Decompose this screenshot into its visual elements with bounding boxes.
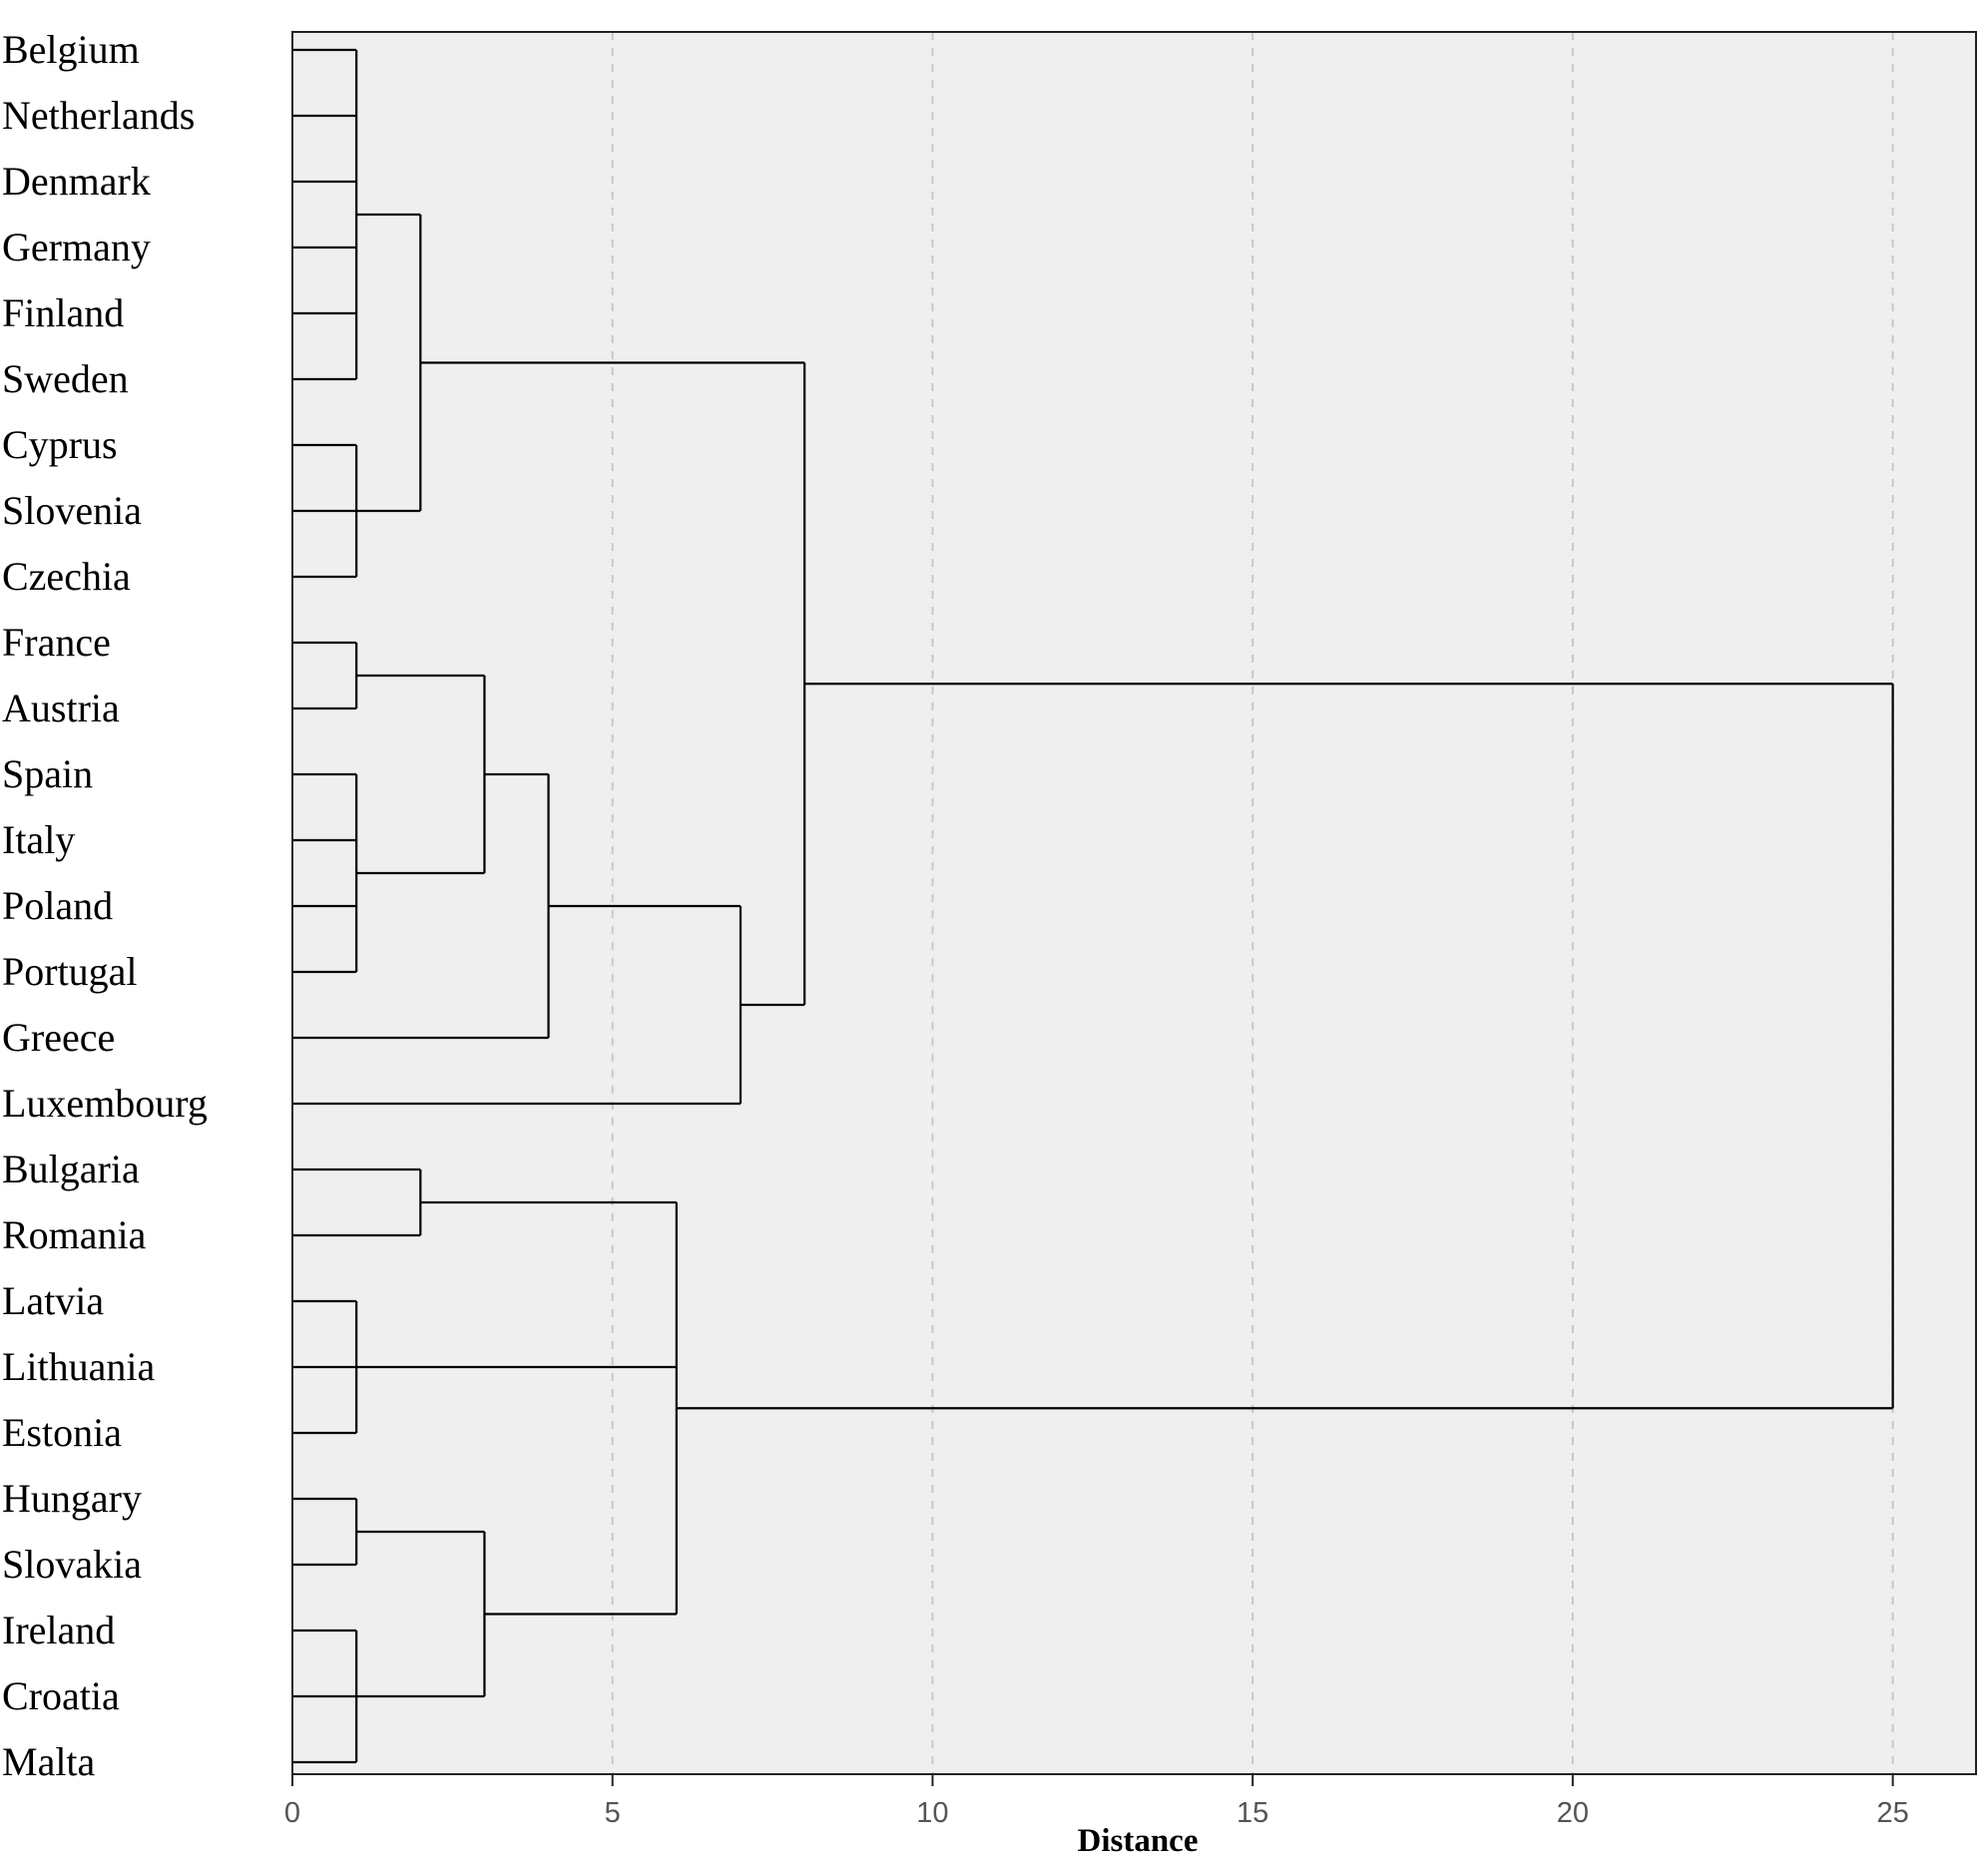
leaf-label: Finland — [2, 290, 124, 335]
leaf-label: Slovenia — [2, 488, 142, 533]
x-tick-label: 25 — [1876, 1797, 1908, 1829]
leaf-label: Austria — [2, 686, 120, 730]
leaf-label: Hungary — [2, 1476, 142, 1521]
x-tick-label: 20 — [1557, 1797, 1589, 1829]
dendrogram-links — [292, 48, 1894, 1764]
leaf-label: Sweden — [2, 356, 129, 401]
leaf-label: Cyprus — [2, 422, 118, 467]
leaf-label: Malta — [2, 1739, 96, 1784]
leaf-label: Croatia — [2, 1673, 120, 1718]
leaf-label: Netherlands — [2, 93, 195, 138]
leaf-label: Ireland — [2, 1608, 115, 1652]
leaf-label: Greece — [2, 1015, 115, 1060]
gridlines — [611, 32, 1894, 1774]
leaf-label: Latvia — [2, 1278, 104, 1323]
leaf-label: Portugal — [2, 949, 138, 994]
leaf-label: France — [2, 620, 111, 665]
leaf-label: Spain — [2, 751, 93, 796]
x-axis: 0 5 10 15 20 25 — [284, 1774, 1909, 1829]
leaf-label: Denmark — [2, 159, 151, 204]
leaf-labels: Belgium Netherlands Denmark Germany Finland S… — [2, 27, 208, 1784]
leaf-label: Romania — [2, 1212, 147, 1257]
x-tick-label: 15 — [1237, 1797, 1268, 1829]
x-axis-title: Distance — [1078, 1823, 1199, 1859]
leaf-label: Estonia — [2, 1410, 122, 1455]
leaf-label: Bulgaria — [2, 1147, 140, 1191]
leaf-label: Lithuania — [2, 1344, 156, 1389]
plot-border — [291, 31, 1977, 1775]
leaf-label: Poland — [2, 883, 113, 928]
x-tick-label: 10 — [916, 1797, 948, 1829]
x-tick-label: 5 — [605, 1797, 621, 1829]
leaf-label: Czechia — [2, 554, 131, 599]
leaf-label: Luxembourg — [2, 1081, 208, 1126]
plot-area — [292, 32, 1976, 1774]
leaf-label: Belgium — [2, 27, 140, 72]
leaf-label: Slovakia — [2, 1542, 142, 1587]
leaf-label: Germany — [2, 225, 151, 269]
x-tick-label: 0 — [284, 1797, 300, 1829]
leaf-label: Italy — [2, 817, 75, 862]
